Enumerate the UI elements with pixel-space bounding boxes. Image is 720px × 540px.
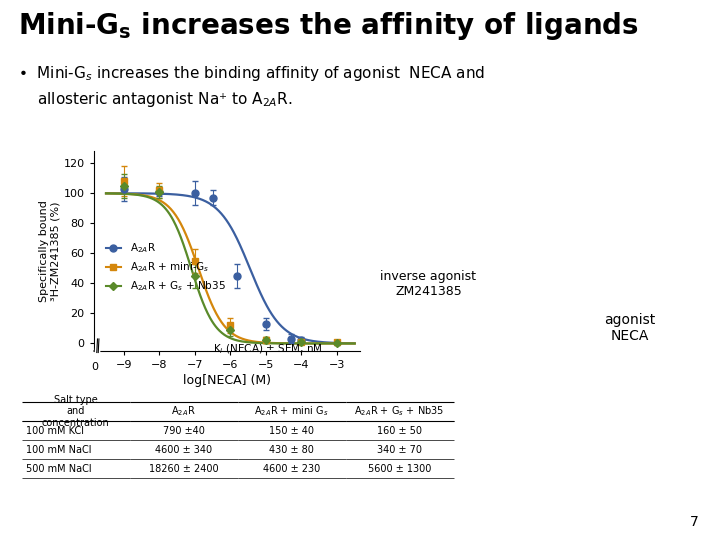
Legend: A$_{2A}$R, A$_{2A}$R + mini-G$_s$, A$_{2A}$R + G$_s$ + Nb35: A$_{2A}$R, A$_{2A}$R + mini-G$_s$, A$_{2…: [102, 237, 230, 297]
X-axis label: log[NECA] (M): log[NECA] (M): [183, 374, 271, 387]
Text: inverse agonist
ZM241385: inverse agonist ZM241385: [380, 270, 477, 298]
Text: 7: 7: [690, 515, 698, 529]
Text: K$_i$ (NECA) ± SEM, nM: K$_i$ (NECA) ± SEM, nM: [213, 342, 323, 355]
Text: 0: 0: [91, 361, 98, 372]
Text: agonist
NECA: agonist NECA: [604, 313, 656, 343]
Text: •  Mini-G$_s$ increases the binding affinity of agonist  NECA and
    allosteric: • Mini-G$_s$ increases the binding affin…: [18, 64, 485, 109]
Text: Mini-G$_\mathbf{s}$ increases the affinity of ligands: Mini-G$_\mathbf{s}$ increases the affini…: [18, 10, 639, 42]
Y-axis label: Specifically bound
³H-ZM241385 (%): Specifically bound ³H-ZM241385 (%): [39, 200, 60, 302]
